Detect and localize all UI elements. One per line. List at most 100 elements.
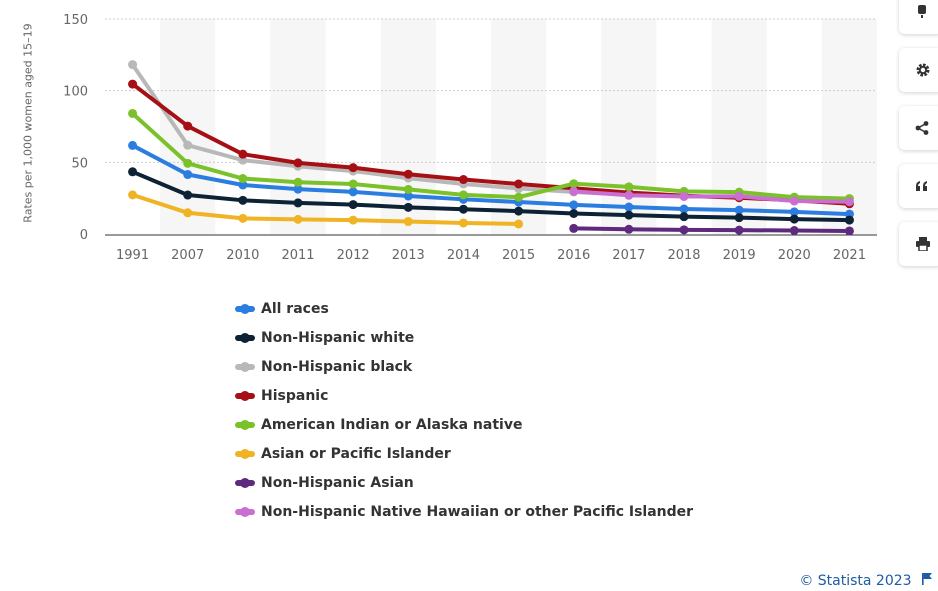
series-all-races-point [679, 204, 689, 214]
series-asian-or-pacific-islander-point [403, 217, 413, 227]
series-hispanic-point [348, 163, 358, 173]
legend-swatch [235, 448, 255, 459]
series-all-races-point [569, 200, 579, 210]
legend-label: Non-Hispanic Asian [261, 474, 414, 491]
series-non-hispanic-black-point [128, 60, 138, 70]
share-button[interactable] [899, 106, 938, 150]
legend-swatch [235, 332, 255, 343]
legend-label: All races [261, 300, 329, 317]
series-non-hispanic-white-point [403, 202, 413, 212]
y-tick-label: 50 [71, 156, 88, 171]
series-all-races-point [789, 207, 799, 217]
settings-button[interactable] [899, 48, 938, 92]
footer-credit[interactable]: © Statista 2023 [799, 573, 932, 589]
series-non-hispanic-white-point [514, 206, 524, 216]
y-tick-label: 100 [63, 85, 88, 100]
x-tick-label: 2014 [447, 248, 480, 263]
series-non-hispanic-white-point [293, 198, 303, 208]
series-non-hispanic-white-point [183, 190, 193, 200]
legend-swatch [235, 506, 255, 517]
legend: All races Non-Hispanic white Non-Hispanic … [235, 294, 693, 526]
y-tick-label: 0 [80, 228, 88, 243]
series-non-hispanic-white-point [844, 215, 854, 225]
legend-label: Hispanic [261, 387, 329, 404]
series-non-hispanic-asian-line [571, 226, 852, 233]
series-non-hispanic-white-point [789, 214, 799, 224]
quote-icon [916, 181, 927, 191]
series-hispanic-point [293, 158, 303, 168]
cite-button[interactable] [899, 164, 938, 208]
series-non-hispanic-white-line [130, 169, 852, 223]
series-all-races-point [293, 184, 303, 194]
legend-label: Asian or Pacific Islander [261, 445, 451, 462]
series-non-hispanic-white-point [569, 209, 579, 219]
share-icon [915, 121, 929, 135]
legend-label: Non-Hispanic white [261, 329, 415, 346]
print-button[interactable] [899, 222, 938, 266]
series-non-hispanic-native-hawaiian-or-other-pacific-islander-point [569, 186, 579, 196]
x-tick-label: 2012 [337, 248, 370, 263]
series-non-hispanic-asian-point [624, 224, 634, 234]
series-non-hispanic-asian-point [734, 225, 744, 235]
series-non-hispanic-white-point [238, 195, 248, 205]
notification-icon [918, 5, 926, 18]
legend-label: Non-Hispanic Native Hawaiian or other Pa… [261, 503, 694, 520]
x-tick-label: 1991 [116, 248, 149, 263]
series-non-hispanic-native-hawaiian-or-other-pacific-islander-point [624, 190, 634, 200]
series-asian-or-pacific-islander-point [238, 213, 248, 223]
series-asian-or-pacific-islander-point [293, 214, 303, 224]
series-american-indian-or-alaska-native-point [293, 177, 303, 187]
series-non-hispanic-white-point [734, 213, 744, 223]
series-all-races-point [238, 180, 248, 190]
series-all-races-point [348, 187, 358, 197]
x-tick-label: 2015 [502, 248, 535, 263]
series-non-hispanic-native-hawaiian-or-other-pacific-islander-point [734, 191, 744, 201]
series-non-hispanic-asian-point [679, 225, 689, 235]
legend-swatch [235, 390, 255, 401]
series-asian-or-pacific-islander-point [348, 215, 358, 225]
series-asian-or-pacific-islander-point [514, 219, 524, 229]
series-all-races-point [403, 191, 413, 201]
series-non-hispanic-asian-point [789, 226, 799, 236]
legend-item[interactable]: Non-Hispanic black [235, 352, 693, 381]
series-non-hispanic-white-point [624, 210, 634, 220]
column-band [601, 19, 657, 234]
legend-label: Non-Hispanic black [261, 358, 413, 375]
series-non-hispanic-white-point [458, 204, 468, 214]
legend-swatch [235, 361, 255, 372]
x-tick-label: 2021 [833, 248, 866, 263]
series-hispanic-point [458, 175, 468, 185]
legend-item[interactable]: Non-Hispanic white [235, 323, 693, 352]
legend-item[interactable]: Asian or Pacific Islander [235, 439, 693, 468]
x-tick-label: 2020 [778, 248, 811, 263]
x-tick-label: 2018 [667, 248, 700, 263]
series-american-indian-or-alaska-native-point [403, 184, 413, 194]
series-american-indian-or-alaska-native-line [130, 111, 852, 201]
series-non-hispanic-asian-point [569, 223, 579, 233]
legend-item[interactable]: Hispanic [235, 381, 693, 410]
legend-item[interactable]: American Indian or Alaska native [235, 410, 693, 439]
series-non-hispanic-white-point [348, 200, 358, 210]
legend-label: American Indian or Alaska native [261, 416, 523, 433]
series-all-races-point [734, 205, 744, 215]
series-asian-or-pacific-islander-point [128, 190, 138, 200]
legend-item[interactable]: Non-Hispanic Native Hawaiian or other Pa… [235, 497, 693, 526]
legend-swatch [235, 477, 255, 488]
legend-item[interactable]: Non-Hispanic Asian [235, 468, 693, 497]
flag-icon [922, 573, 932, 585]
x-tick-label: 2010 [226, 248, 259, 263]
series-all-races-point [624, 202, 634, 212]
notification-button[interactable] [899, 0, 938, 34]
series-american-indian-or-alaska-native-point [238, 174, 248, 184]
legend-item[interactable]: All races [235, 294, 693, 323]
print-icon [916, 237, 930, 251]
legend-swatch [235, 303, 255, 314]
credit-text: © Statista 2023 [799, 573, 912, 589]
series-american-indian-or-alaska-native-point [624, 182, 634, 192]
series-non-hispanic-native-hawaiian-or-other-pacific-islander-line [571, 189, 852, 204]
series-american-indian-or-alaska-native-point [569, 179, 579, 189]
series-all-races-point [183, 170, 193, 180]
series-american-indian-or-alaska-native-point [458, 190, 468, 200]
legend-swatch [235, 419, 255, 430]
